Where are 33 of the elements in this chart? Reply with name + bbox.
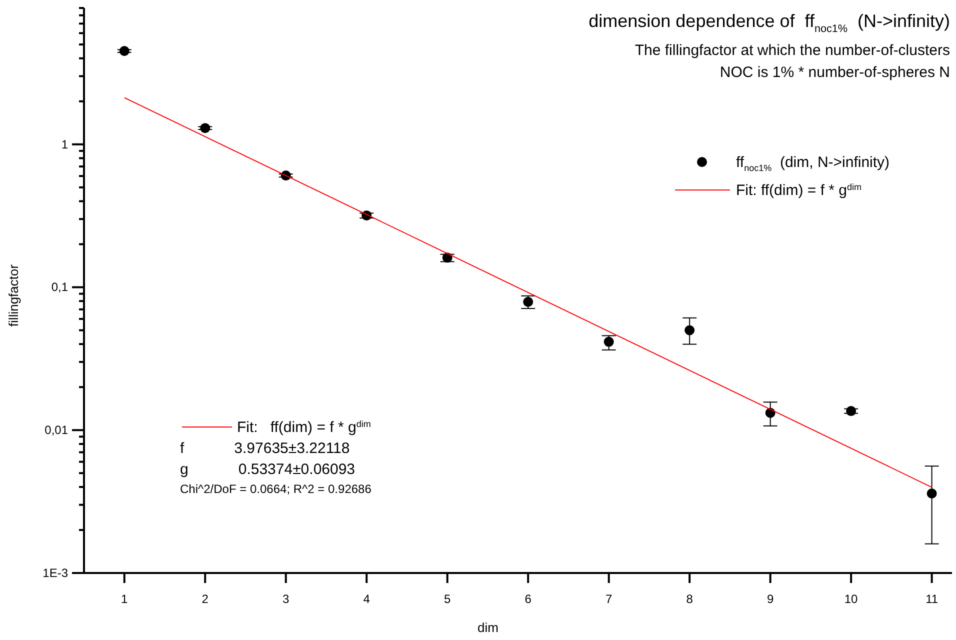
point xyxy=(926,488,937,499)
point xyxy=(523,296,534,307)
annotation: Chi^2/DoF = 0.0664; R^2 = 0.92686 xyxy=(180,482,372,496)
x-tick-label: 3 xyxy=(282,592,290,606)
chart-title: dimension dependence of ff$_{noc1%}$ (N->infinity) xyxy=(588,11,950,35)
x-tick-label: 5 xyxy=(444,592,452,606)
x-tick-label: 8 xyxy=(686,592,694,606)
y-tick-label: 0,01 xyxy=(44,423,68,438)
y-axis-title: fillingfactor xyxy=(6,264,21,327)
point xyxy=(846,406,856,416)
x-tick-label: 10 xyxy=(844,592,858,606)
legend-label: ff$_{noc1%}$ (dim, N->infinity) xyxy=(736,154,890,174)
x-tick-label: 7 xyxy=(605,592,612,606)
y-tick-label: 1E-3 xyxy=(42,566,68,580)
point xyxy=(442,252,452,263)
x-tick-label: 4 xyxy=(363,592,370,606)
annotation: f 3.97635±3.22118 xyxy=(180,440,350,457)
y-tick-label: 1 xyxy=(61,137,68,152)
x-tick-label: 2 xyxy=(202,592,209,606)
x-tick-label: 6 xyxy=(524,592,532,606)
x-tick-label: 11 xyxy=(926,592,938,606)
point xyxy=(119,46,130,56)
text: The fillingfactor at which the number-of-clusters NOC is 1% * number-of-spheres N xyxy=(634,42,950,81)
annotation: Fit: ff(dim) = f * g$^{dim}$ xyxy=(237,419,371,436)
point xyxy=(200,123,210,134)
annotation: g 0.53374±0.06093 xyxy=(180,461,356,478)
x-tick-label: 1 xyxy=(121,592,128,606)
legend-label: Fit: ff(dim) = f * g$^{dim}$ xyxy=(736,182,862,199)
x-axis-title: dim xyxy=(478,620,498,635)
point xyxy=(684,325,695,336)
x-tick-label: 9 xyxy=(766,592,774,606)
point xyxy=(604,336,614,347)
y-tick-label: 0,1 xyxy=(51,280,68,294)
